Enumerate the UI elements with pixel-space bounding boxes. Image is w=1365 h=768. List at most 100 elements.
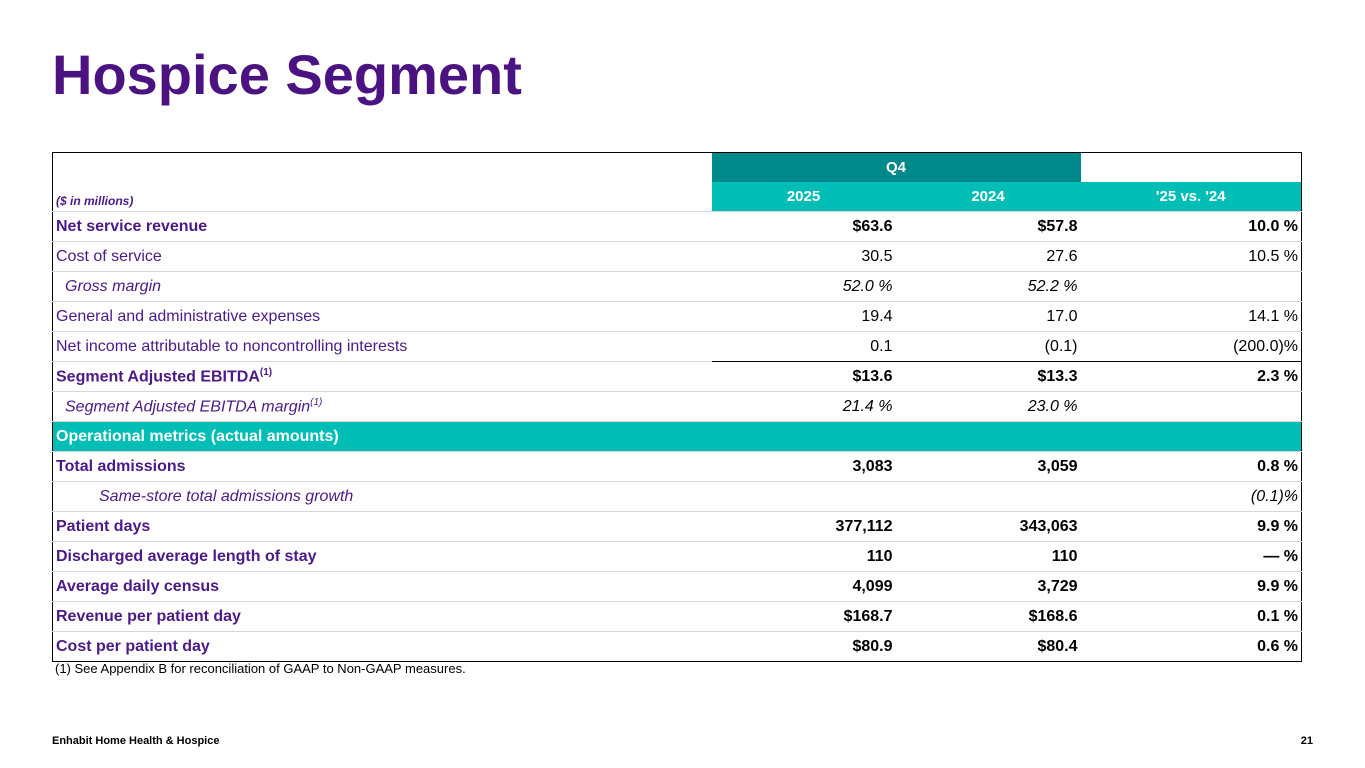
value-cell: 27.6 <box>895 241 1081 272</box>
row-label: Net income attributable to noncontrollin… <box>52 331 712 362</box>
table-row: Average daily census 4,099 3,729 9.9 % <box>52 571 1302 602</box>
row-label: Same-store total admissions growth <box>52 481 712 512</box>
section-title: Operational metrics (actual amounts) <box>52 421 1302 452</box>
row-label: Discharged average length of stay <box>52 541 712 572</box>
value-cell: 3,729 <box>895 571 1081 602</box>
value-cell: 9.9 % <box>1080 511 1302 542</box>
table-row: Total admissions 3,083 3,059 0.8 % <box>52 451 1302 482</box>
row-label: General and administrative expenses <box>52 301 712 332</box>
table-row: Net service revenue $63.6 $57.8 10.0 % <box>52 211 1302 242</box>
value-cell: 19.4 <box>711 301 896 332</box>
label-text: Net service revenue <box>56 217 208 235</box>
units: ($ in millions) <box>56 194 134 208</box>
footnote-ref: (1) <box>310 396 323 408</box>
label-text: Net income attributable to noncontrollin… <box>56 337 408 355</box>
value-cell: 343,063 <box>895 511 1081 542</box>
table-row: Segment Adjusted EBITDA margin(1) 21.4 % 2… <box>52 391 1302 422</box>
value-cell: $168.6 <box>895 601 1081 632</box>
label-text: Cost of service <box>56 247 162 265</box>
footnote-ref: (1) <box>259 366 273 378</box>
label-text: Average daily census <box>56 577 220 595</box>
label-text: Discharged average length of stay <box>56 547 317 565</box>
table-row: Gross margin 52.0 % 52.2 % <box>52 271 1302 302</box>
section-row: Operational metrics (actual amounts) <box>52 421 1302 452</box>
row-label: Gross margin <box>52 271 712 302</box>
footer-company: Enhabit Home Health & Hospice <box>52 735 220 747</box>
value-cell: (0.1) <box>895 331 1081 362</box>
group-header: Q4 <box>711 152 1081 182</box>
value-cell: 14.1 % <box>1080 301 1302 332</box>
label-text: Total admissions <box>56 457 186 475</box>
row-label: Segment Adjusted EBITDA(1) <box>52 361 712 392</box>
header-row: ($ in millions) Q4 '25 vs. '24 <box>53 152 1302 212</box>
column-header: '25 vs. '24 <box>1080 182 1302 211</box>
value-cell: 0.1 <box>711 331 896 362</box>
label-text: Segment Adjusted EBITDA margin <box>65 398 311 416</box>
row-label: Net service revenue <box>52 211 712 242</box>
value-cell: $168.7 <box>711 601 896 632</box>
value-cell: $80.9 <box>711 631 896 662</box>
label-text: Segment Adjusted EBITDA <box>56 368 260 386</box>
value-cell: 377,112 <box>711 511 896 542</box>
column-header: 2024 <box>895 182 1081 212</box>
value-cell: 110 <box>711 541 896 572</box>
table-row: Cost of service 30.5 27.6 10.5 % <box>52 241 1302 272</box>
value-cell: $57.8 <box>895 211 1081 242</box>
label-text: General and administrative expenses <box>56 307 321 325</box>
label-text: Same-store total admissions growth <box>99 487 354 505</box>
value-cell: $13.6 <box>711 361 896 392</box>
table-row: Segment Adjusted EBITDA(1) $13.6 $13.3 2.3 … <box>52 361 1302 392</box>
value-cell: 21.4 % <box>711 391 896 422</box>
page-number: 21 <box>1300 735 1313 747</box>
value-cell: 30.5 <box>711 241 896 272</box>
label-text: Gross margin <box>65 277 162 295</box>
value-cell: 0.8 % <box>1080 451 1302 482</box>
value-cell: (200.0)% <box>1080 331 1302 362</box>
value-cell <box>895 481 1081 512</box>
value-cell: 52.2 % <box>895 271 1081 302</box>
label-text: Revenue per patient day <box>56 607 241 625</box>
row-label: Revenue per patient day <box>52 601 712 632</box>
label-text: Cost per patient day <box>56 637 210 655</box>
value-cell: 2.3 % <box>1080 361 1302 392</box>
value-cell: 10.0 % <box>1080 211 1302 242</box>
row-label: Patient days <box>52 511 712 542</box>
value-cell: $80.4 <box>895 631 1081 662</box>
value-cell: 52.0 % <box>711 271 896 302</box>
table-row: Patient days 377,112 343,063 9.9 % <box>52 511 1302 542</box>
table-row: Cost per patient day $80.9 $80.4 0.6 % <box>52 631 1302 662</box>
value-cell: 110 <box>895 541 1081 572</box>
value-cell: 9.9 % <box>1080 571 1302 602</box>
table-row: Revenue per patient day $168.7 $168.6 0.1 % <box>52 601 1302 632</box>
row-label: Average daily census <box>52 571 712 602</box>
column-header: 2025 <box>711 182 896 212</box>
value-cell: 4,099 <box>711 571 896 602</box>
value-cell <box>711 481 896 512</box>
value-cell: $13.3 <box>895 361 1081 392</box>
value-cell: 3,083 <box>711 451 896 482</box>
value-cell: 3,059 <box>895 451 1081 482</box>
table-row: Net income attributable to noncontrollin… <box>52 331 1302 362</box>
value-cell: (0.1)% <box>1080 481 1302 512</box>
row-label: Cost of service <box>52 241 712 272</box>
row-label: Segment Adjusted EBITDA margin(1) <box>52 391 712 422</box>
value-cell: 23.0 % <box>895 391 1081 422</box>
value-cell: $63.6 <box>711 211 896 242</box>
value-cell: — % <box>1080 541 1302 572</box>
footnote: (1) See Appendix B for reconciliation of… <box>55 661 466 676</box>
label-text: Patient days <box>56 517 151 535</box>
table-row: General and administrative expenses 19.4 1… <box>52 301 1302 332</box>
value-cell: 0.1 % <box>1080 601 1302 632</box>
header-cell: '25 vs. '24 <box>1080 152 1302 212</box>
row-label: Total admissions <box>52 451 712 482</box>
header-row: 2025 2024 <box>53 182 1302 212</box>
value-cell <box>1080 391 1302 422</box>
table-row: Discharged average length of stay 110 110—… <box>52 541 1302 572</box>
value-cell: 17.0 <box>895 301 1081 332</box>
slide-title: Hospice Segment <box>52 43 522 106</box>
data-table: ($ in millions) Q4 '25 vs. '24 2025 2024… <box>52 152 1303 662</box>
table-row: Same-store total admissions growth (0.1)% <box>52 481 1302 512</box>
value-cell: 10.5 % <box>1080 241 1302 272</box>
row-label: Cost per patient day <box>52 631 712 662</box>
